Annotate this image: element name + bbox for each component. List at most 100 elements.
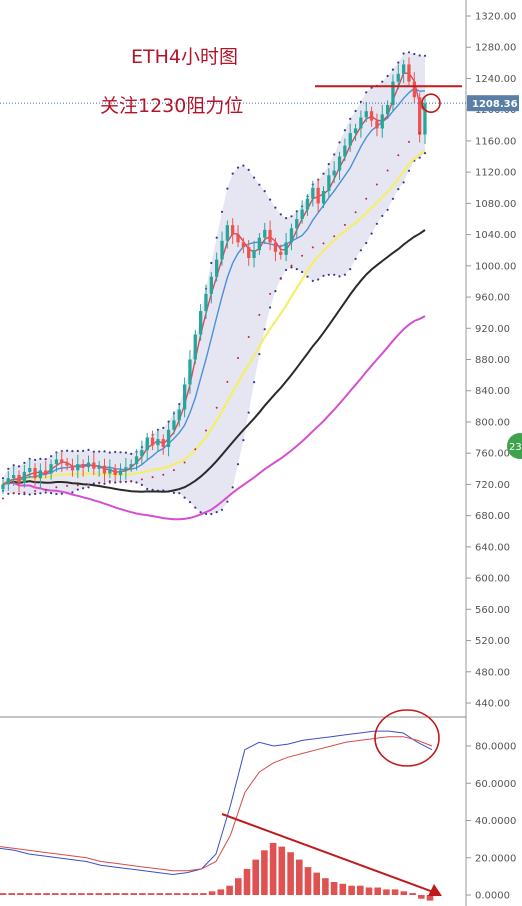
candle-body <box>38 470 42 479</box>
histogram-bar <box>156 893 164 895</box>
candle-body <box>193 334 197 360</box>
bollinger-upper-dot <box>108 451 111 454</box>
indicator-red-line <box>0 736 433 872</box>
candle-body <box>337 156 342 171</box>
bollinger-lower-dot <box>199 511 202 514</box>
candle-body <box>150 437 155 446</box>
price-tick-label: 840.00 <box>475 386 510 397</box>
bollinger-upper-dot <box>418 54 421 57</box>
sar-dot <box>247 336 250 338</box>
candle-body <box>76 464 80 471</box>
bollinger-lower-dot <box>220 508 224 511</box>
candle-body <box>327 175 331 191</box>
candle-body <box>124 467 128 471</box>
histogram-bar <box>269 842 277 895</box>
candle-body <box>343 145 347 157</box>
bollinger-lower-dot <box>343 273 346 276</box>
sar-dot <box>130 480 133 483</box>
ma-black-line <box>2 229 426 493</box>
histogram-bar <box>78 893 85 895</box>
candle-body <box>316 187 320 204</box>
bollinger-upper-dot <box>210 261 213 265</box>
candle-body <box>386 105 390 115</box>
candle-body <box>396 73 400 82</box>
histogram-bar <box>130 893 137 895</box>
bollinger-lower-dot <box>28 493 31 496</box>
histogram-bar <box>25 893 33 895</box>
price-tick-label: 640.00 <box>475 542 510 553</box>
bollinger-upper-dot <box>162 426 165 429</box>
candle-body <box>65 462 69 466</box>
sar-dot <box>151 476 154 479</box>
bollinger-lower-dot <box>71 491 74 494</box>
bollinger-upper-dot <box>71 450 74 453</box>
candle-body <box>183 384 187 410</box>
candle-body <box>209 276 213 294</box>
bollinger-lower-dot <box>114 481 117 484</box>
price-tick-label: 680.00 <box>475 511 510 522</box>
bollinger-lower-dot <box>55 492 58 496</box>
current-price-label: 1208.36 <box>472 99 518 110</box>
bollinger-lower-dot <box>146 487 149 491</box>
candle-body <box>129 464 133 468</box>
histogram-bar <box>243 868 251 895</box>
price-tick-label: 600.00 <box>475 574 510 585</box>
bollinger-lower-dot <box>317 278 320 281</box>
bollinger-lower-dot <box>290 266 293 269</box>
bollinger-upper-dot <box>402 52 405 55</box>
bollinger-lower-dot <box>103 482 106 485</box>
bollinger-upper-dot <box>386 74 389 78</box>
indicator-highlight-ellipse <box>374 709 440 767</box>
indicator-tick-label: 20.0000 <box>475 853 516 864</box>
bollinger-lower-dot <box>44 491 47 494</box>
bollinger-upper-dot <box>178 403 181 406</box>
bollinger-upper-dot <box>44 458 47 461</box>
price-tick-label: 1120.00 <box>475 168 516 179</box>
histogram-bar <box>357 885 364 895</box>
sar-dot <box>279 277 282 279</box>
histogram-bar <box>34 893 42 895</box>
candle-body <box>166 429 171 447</box>
bollinger-lower-dot <box>359 249 362 252</box>
bollinger-upper-dot <box>247 168 250 171</box>
price-tick-label: 560.00 <box>475 605 510 616</box>
alert-badge <box>507 433 522 459</box>
price-tick-label: 920.00 <box>475 324 510 335</box>
ma-yellow-line <box>2 149 426 486</box>
bollinger-upper-dot <box>124 451 127 454</box>
sar-dot <box>322 242 325 245</box>
candle-body <box>252 250 256 258</box>
candle-body <box>364 111 368 118</box>
histogram-bar <box>391 889 399 895</box>
histogram-bar <box>252 859 259 895</box>
candle-body <box>156 439 160 446</box>
sar-dot <box>290 264 293 267</box>
sar-dot <box>365 197 368 200</box>
candle-body <box>268 229 272 243</box>
bollinger-upper-dot <box>130 452 133 455</box>
sar-dot <box>343 223 346 226</box>
bollinger-lower-dot <box>391 197 394 200</box>
indicator-panel <box>0 730 434 901</box>
candle-body <box>86 462 91 468</box>
sar-dot <box>205 429 207 432</box>
price-tick-label: 1080.00 <box>475 199 516 210</box>
bollinger-upper-dot <box>295 210 298 213</box>
bollinger-lower-dot <box>231 486 234 489</box>
price-tick-label: 1160.00 <box>475 136 516 147</box>
candle-body <box>6 478 10 485</box>
sar-dot <box>418 131 421 134</box>
histogram-bar <box>348 885 355 895</box>
bollinger-lower-dot <box>135 481 138 484</box>
price-tick-label: 480.00 <box>475 667 510 678</box>
candle-body <box>321 190 326 204</box>
bollinger-lower-dot <box>82 487 85 490</box>
histogram-bar <box>121 893 129 895</box>
trend-arrow-head <box>428 884 442 896</box>
bollinger-lower-dot <box>386 208 389 211</box>
bollinger-lower-dot <box>365 241 368 245</box>
candle-body <box>402 64 406 74</box>
bollinger-upper-dot <box>253 176 256 179</box>
candle-body <box>295 219 299 229</box>
sar-dot <box>108 481 111 484</box>
